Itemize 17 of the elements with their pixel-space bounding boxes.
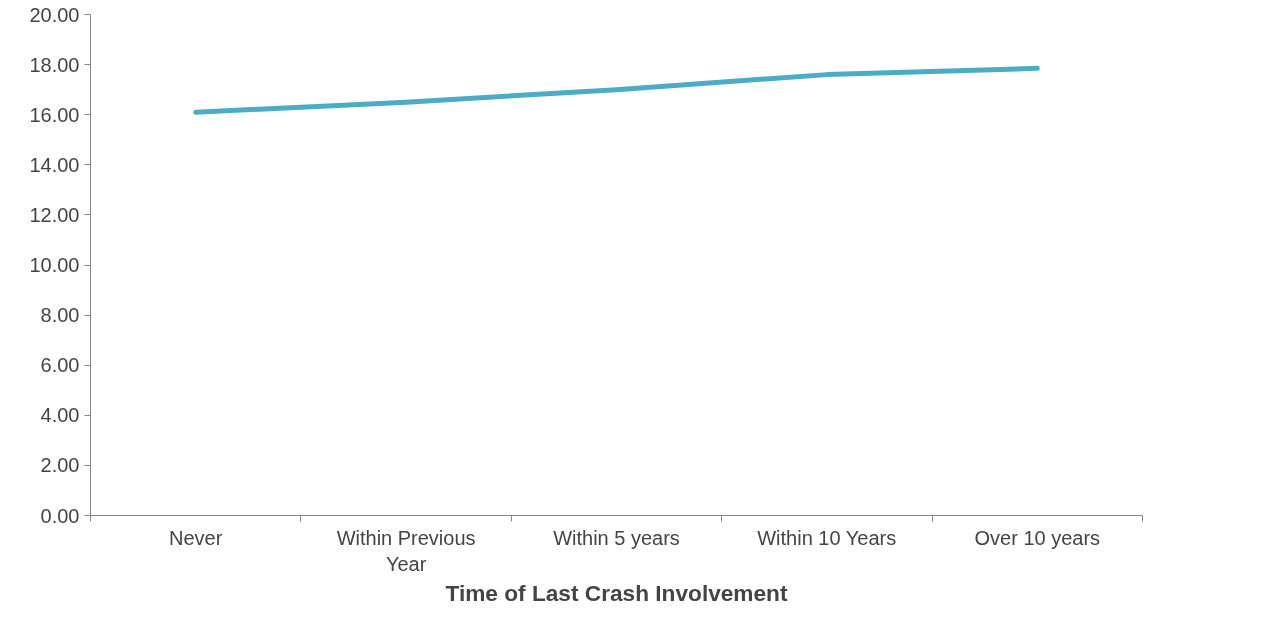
y-tick-label: 16.00 — [29, 103, 80, 126]
x-tick-label: Never — [169, 526, 223, 549]
x-tick-label: Within Previous Year — [336, 526, 476, 575]
y-tick-label: 18.00 — [29, 53, 80, 76]
x-axis-title: Time of Last Crash Involvement — [445, 579, 788, 606]
y-tick-label: 14.00 — [29, 153, 80, 176]
y-tick-label: 4.00 — [40, 404, 80, 427]
x-tick-label: Over 10 years — [974, 526, 1101, 549]
y-tick-label: 2.00 — [40, 454, 80, 477]
y-tick-label: 10.00 — [29, 254, 80, 276]
x-tick-label: Within 5 years — [553, 526, 680, 549]
y-tick-label: 0.00 — [40, 504, 80, 527]
y-tick-label: 12.00 — [29, 203, 80, 226]
y-tick-label: 20.00 — [29, 3, 80, 26]
y-tick-label: 8.00 — [40, 304, 80, 327]
x-tick-label: Within 10 Years — [757, 526, 897, 549]
y-tick-label: 6.00 — [40, 354, 80, 377]
